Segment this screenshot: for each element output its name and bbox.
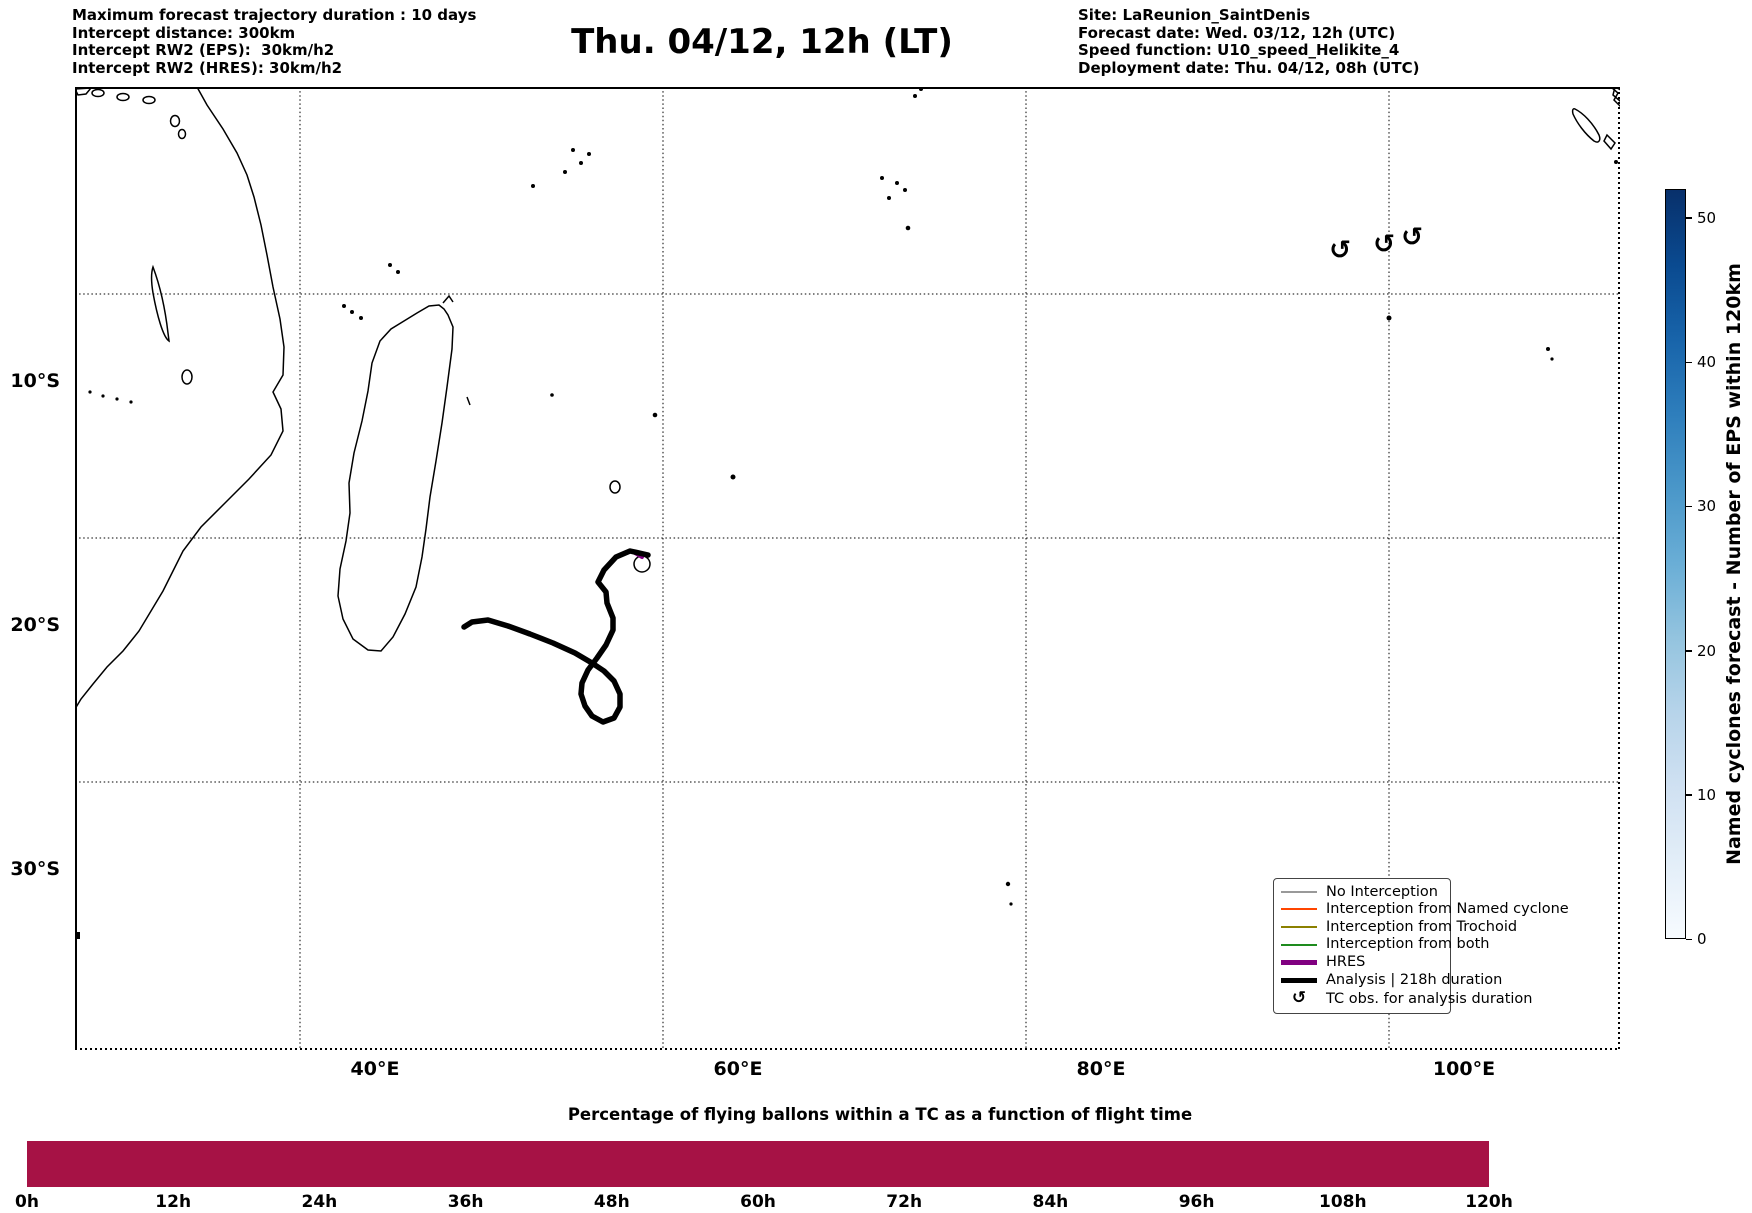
bottom-chart-tick-label: 60h [740,1192,776,1212]
colorbar-tick [1686,650,1692,652]
map-axes [75,87,1620,1050]
legend-item-label: Interception from both [1326,936,1490,953]
tc-obs-symbol: ↺ [1329,235,1351,266]
legend-line-sample [1281,926,1317,929]
bottom-chart-tick-label: 48h [593,1192,630,1212]
site-info-text: Site: LaReunion_SaintDenis Forecast date… [1078,6,1420,77]
colorbar-tick-label: 40 [1697,353,1717,372]
legend-line-sample [1281,977,1317,983]
legend-item: Interception from Named cyclone [1281,902,1569,917]
legend-item: ↺ TC obs. for analysis duration [1281,988,1533,1009]
bottom-chart-tick-label: 12h [155,1192,192,1212]
legend-item-label: No Interception [1326,883,1438,900]
legend-item: Interception from Trochoid [1281,920,1517,935]
legend-item-label: HRES [1326,954,1366,971]
bottom-chart-x-axis: 0h 12h 24h 36h 48h 60h 72h 84h 96h 108h 120h [15,1192,1513,1212]
bottom-chart-title: Percentage of flying ballons within a TC… [567,1105,1193,1124]
tc-obs-symbol: ↺ [1373,229,1395,260]
bottom-chart-tick-label: 108h [1319,1192,1367,1212]
tc-percentage-bar [27,1141,1489,1187]
bottom-chart-tick-label: 36h [447,1192,484,1212]
bottom-chart-tick-label: 96h [1178,1192,1215,1212]
legend-item-label: Interception from Named cyclone [1326,901,1569,918]
tc-obs-symbol: ↺ [1401,222,1423,253]
legend-item: Analysis | 218h duration [1281,973,1502,988]
bottom-chart-tick-label: 72h [886,1192,923,1212]
colorbar-tick [1686,361,1692,364]
legend-line-sample [1281,959,1317,965]
map-x-tick-label: 40°E [350,1058,400,1080]
forecast-settings-text: Maximum forecast trajectory duration : 1… [72,6,477,77]
map-legend: No Interception Interception from Named c… [1273,878,1569,1014]
colorbar-tick [1686,794,1692,796]
colorbar-tick [1686,938,1692,940]
colorbar [1665,189,1686,939]
bottom-chart-tick-label: 24h [301,1192,338,1212]
legend-item: No Interception [1281,885,1443,900]
map-x-tick-label: 100°E [1432,1058,1496,1080]
map-x-tick-label: 60°E [713,1058,763,1080]
legend-item-label: TC obs. for analysis duration [1326,990,1533,1007]
tc-obs-symbol: ↺ [1291,988,1307,1009]
legend-line-sample [1281,908,1317,911]
coastlines [75,87,1620,710]
colorbar-tick-label: 10 [1697,785,1717,804]
colorbar-tick-label: 20 [1697,641,1717,660]
colorbar-tick-label: 30 [1697,497,1717,516]
colorbar-label: Named cyclones forecast - Number of EPS … [1723,263,1745,865]
colorbar-tick-label: 0 [1697,930,1707,948]
bottom-chart-tick-label: 84h [1032,1192,1069,1212]
colorbar-tick-label: 50 [1697,208,1717,227]
legend-line-sample [1281,943,1317,946]
map-frame [75,87,1620,1050]
legend-item-label: Analysis | 218h duration [1326,971,1503,988]
legend-item: HRES [1281,955,1443,970]
page-title: Thu. 04/12, 12h (LT) [571,22,953,62]
map-y-tick-label: 20°S [10,614,60,636]
colorbar-tick [1686,217,1692,219]
analysis-trajectory [461,548,651,725]
map-canvas [75,87,1620,1050]
bottom-chart-tick-label: 0h [15,1192,39,1212]
colorbar-tick [1686,505,1692,508]
map-y-tick-label: 10°S [10,370,60,392]
legend-line-sample [1281,890,1317,893]
island-dots [75,87,1618,939]
graticule [75,87,1620,1050]
map-x-tick-label: 80°E [1076,1058,1126,1080]
map-y-tick-label: 30°S [10,858,60,880]
legend-item-label: Interception from Trochoid [1326,918,1518,935]
bottom-chart-tick-label: 120h [1465,1192,1513,1212]
legend-item: Interception from both [1281,937,1490,952]
